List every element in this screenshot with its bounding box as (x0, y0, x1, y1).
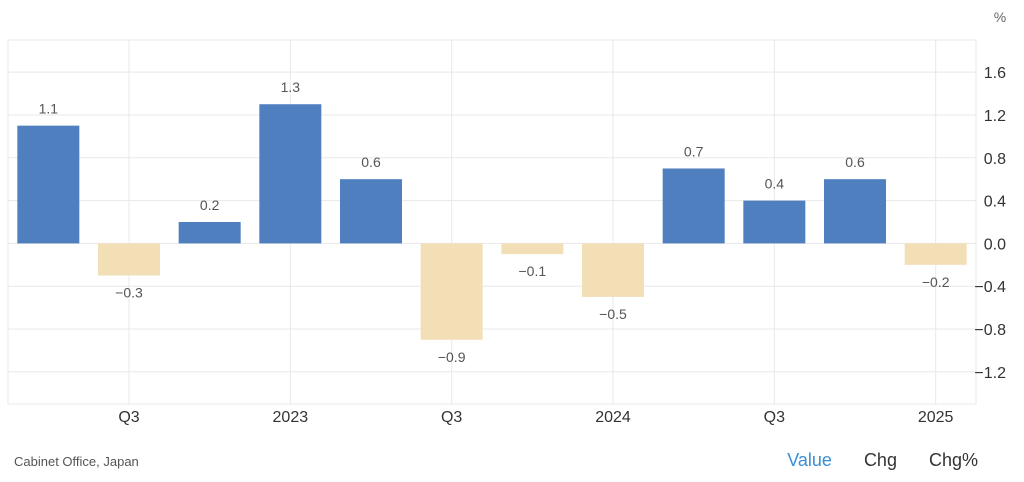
chg-link[interactable]: Chg (863, 450, 897, 470)
x-axis: Q3 2023 Q3 2024 Q3 2025 (118, 409, 953, 426)
bar[interactable] (340, 179, 402, 244)
y-tick-label: 0.0 (984, 236, 1006, 253)
data-label: −0.1 (519, 263, 547, 279)
x-tick-label: Q3 (441, 409, 462, 426)
data-label: −0.9 (438, 349, 466, 365)
bar[interactable] (420, 243, 483, 340)
x-tick-label: 2023 (273, 409, 309, 426)
x-tick-label: 2024 (595, 409, 631, 426)
bars-layer (17, 104, 967, 340)
y-tick-label: 1.6 (984, 65, 1006, 82)
data-label: 0.7 (684, 143, 704, 159)
bar[interactable] (743, 200, 806, 244)
bar[interactable] (501, 243, 564, 255)
value-link[interactable]: Value (787, 450, 832, 470)
y-tick-label: 1.2 (984, 108, 1006, 125)
data-label: −0.3 (115, 285, 143, 301)
y-axis: 1.6 1.2 0.8 0.4 0.0 −0.4 −0.8 −1.2 (974, 65, 1006, 382)
data-label: 1.3 (281, 79, 301, 95)
bar[interactable] (904, 243, 967, 265)
y-tick-label: −1.2 (974, 365, 1006, 382)
data-label: 1.1 (39, 101, 59, 117)
bar[interactable] (178, 222, 241, 244)
data-label: 0.4 (765, 176, 785, 192)
y-tick-label: 0.4 (984, 194, 1006, 211)
data-label: 0.6 (361, 154, 381, 170)
bar-chart: 1.1 −0.3 0.2 1.3 0.6 −0.9 −0.1 −0.5 0.7 0.4 0.6 −0.… (7, 9, 1006, 426)
bar[interactable] (582, 243, 644, 297)
source-label: Cabinet Office, Japan (14, 454, 139, 469)
data-label: 0.2 (200, 197, 220, 213)
x-tick-label: Q3 (764, 409, 785, 426)
y-tick-label: −0.8 (974, 322, 1006, 339)
bar[interactable] (662, 168, 725, 244)
bar[interactable] (259, 104, 322, 244)
bar[interactable] (824, 179, 886, 244)
y-tick-label: −0.4 (974, 279, 1006, 296)
chart-footer: Cabinet Office, Japan Value Chg Chg% (0, 440, 1024, 480)
data-label: 0.6 (845, 154, 865, 170)
y-tick-label: 0.8 (984, 151, 1006, 168)
plot-frame (7, 39, 977, 405)
data-label: −0.2 (922, 274, 950, 290)
bar[interactable] (98, 243, 160, 276)
unit-label: % (994, 9, 1006, 25)
data-label: −0.5 (599, 306, 627, 322)
data-labels-layer: 1.1 −0.3 0.2 1.3 0.6 −0.9 −0.1 −0.5 0.7 0.4 0.6 −0.… (39, 79, 950, 365)
view-toggle: Value Chg Chg% (755, 450, 978, 471)
x-tick-label: Q3 (118, 409, 139, 426)
chg-percent-link[interactable]: Chg% (928, 450, 978, 470)
x-tick-label: 2025 (918, 409, 954, 426)
bar[interactable] (17, 125, 80, 244)
